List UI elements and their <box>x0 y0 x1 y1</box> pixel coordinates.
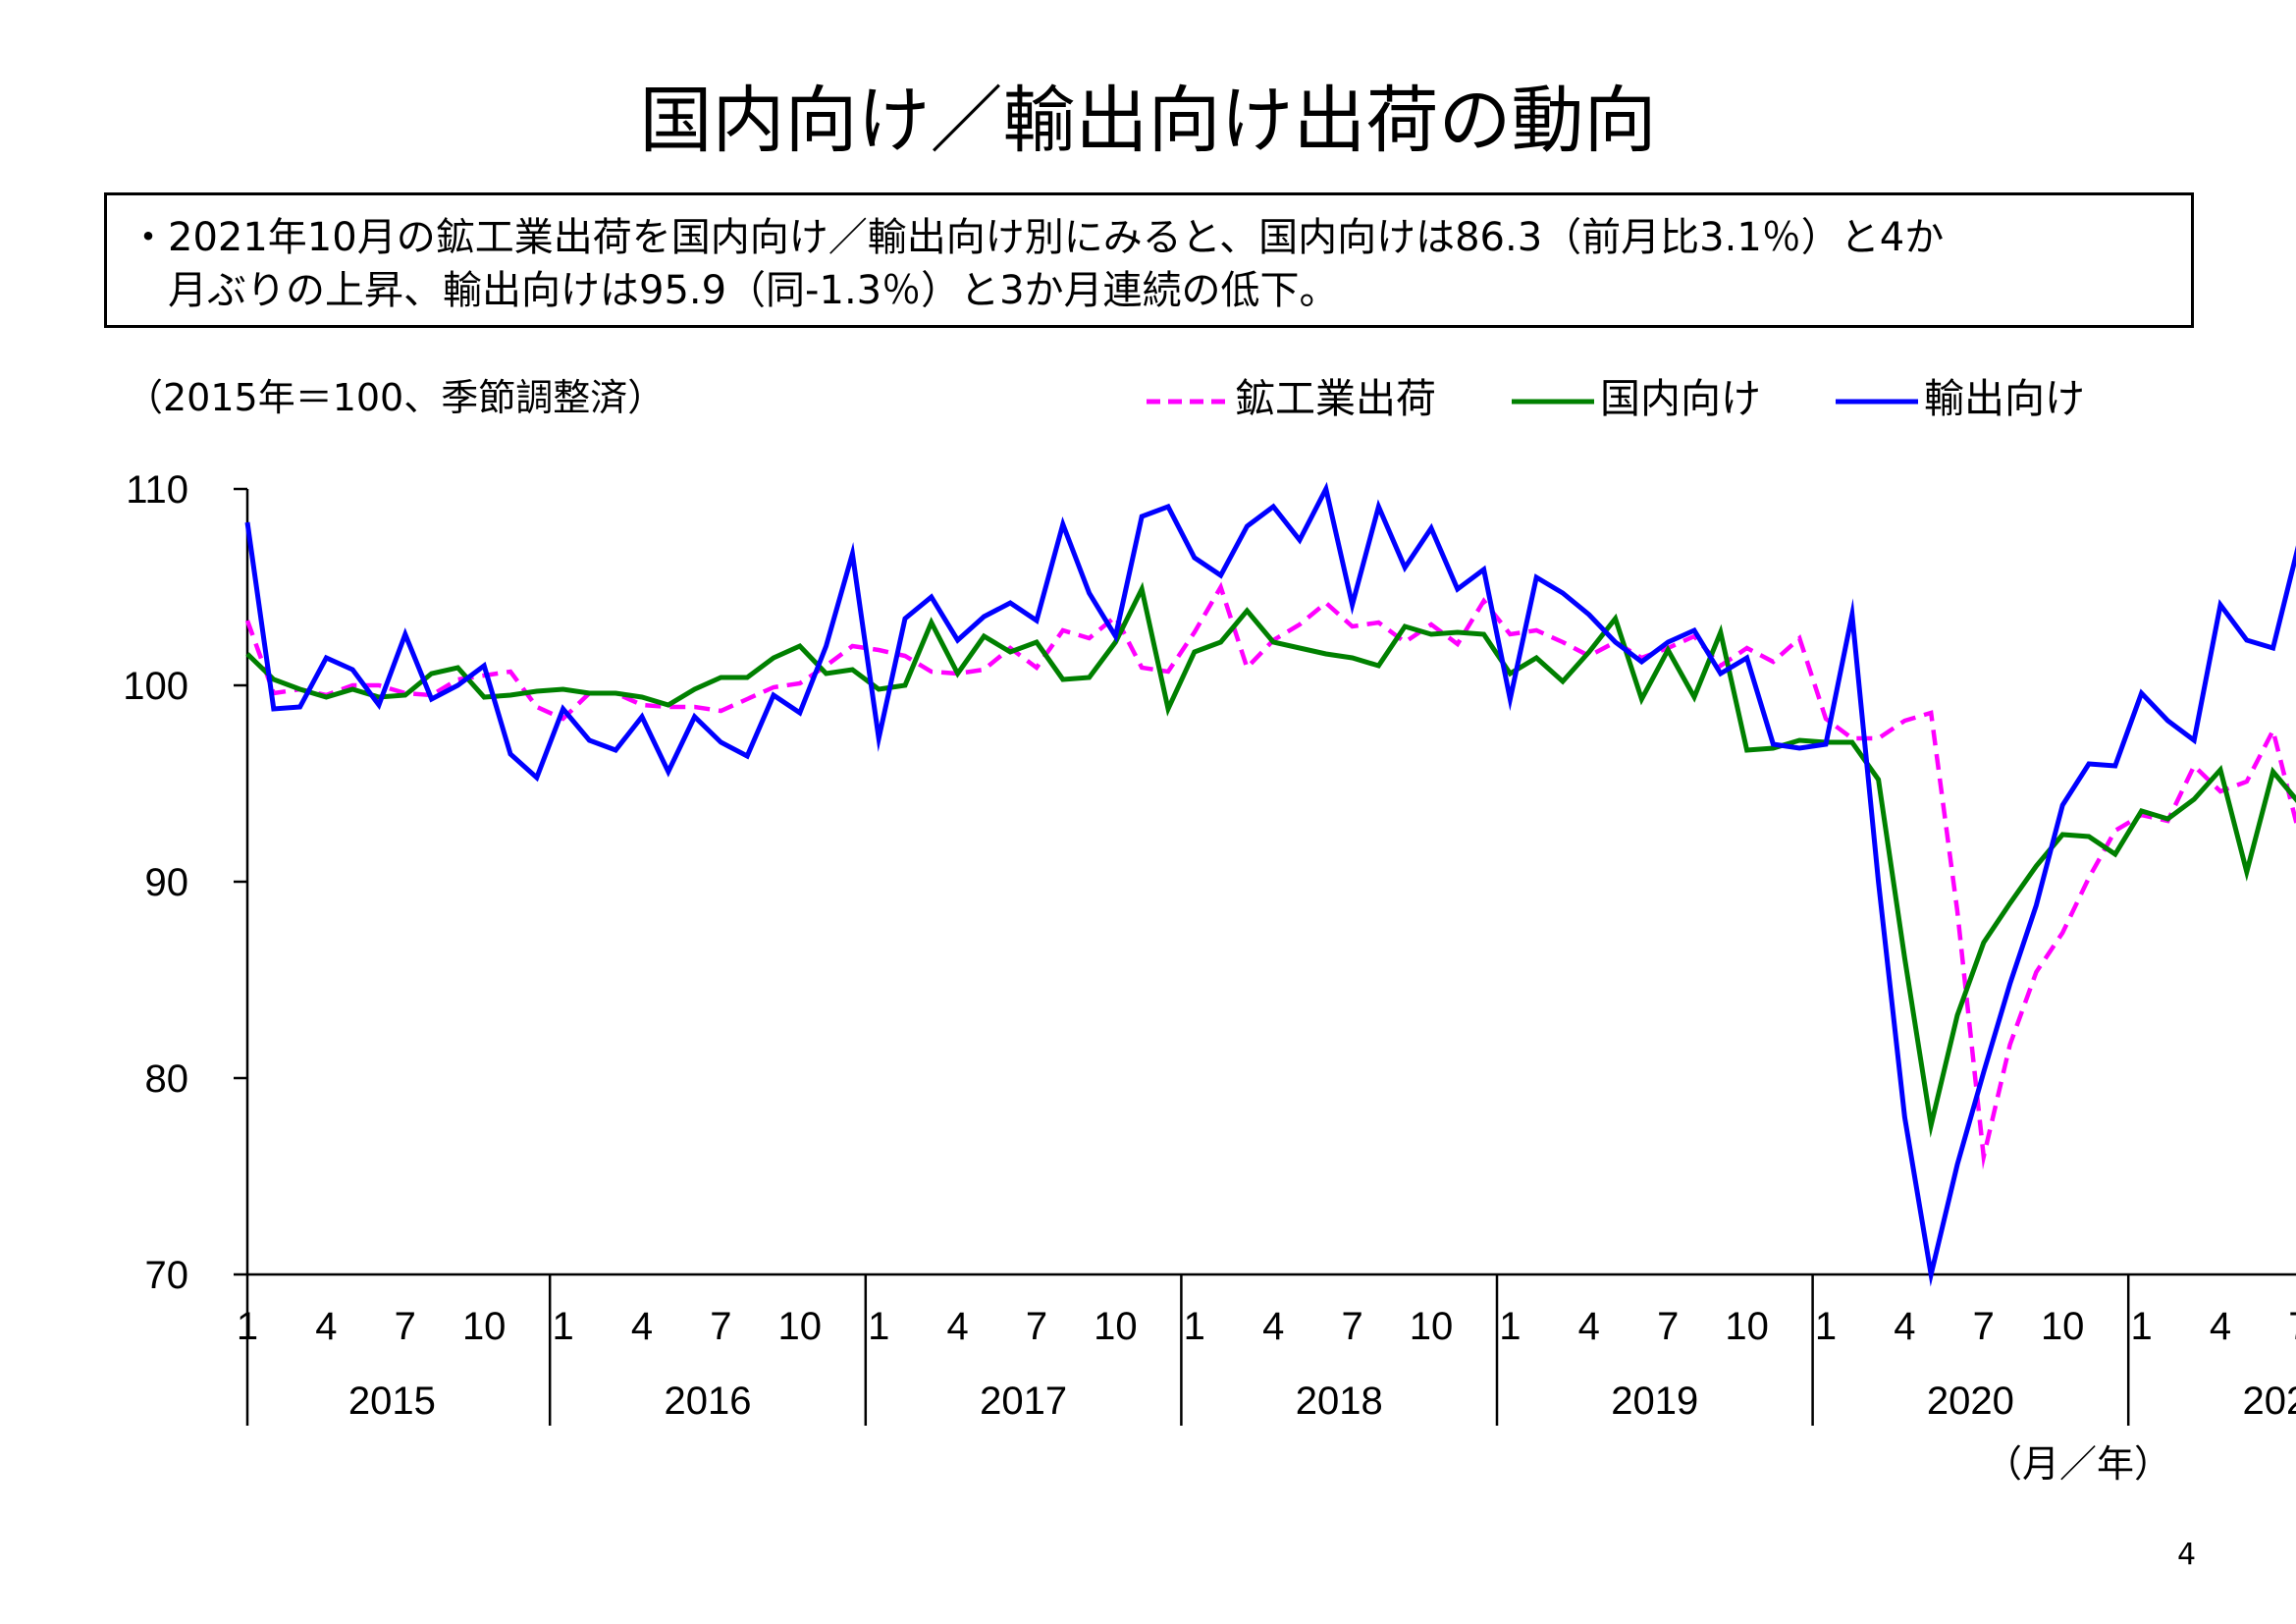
series-line-domestic <box>245 581 2296 1138</box>
year-label: 2015 <box>348 1380 436 1423</box>
month-tick-label: 7 <box>1973 1305 1995 1348</box>
month-tick-label: 7 <box>1341 1305 1362 1348</box>
month-tick-label: 7 <box>1657 1305 1679 1348</box>
month-tick-label: 1 <box>868 1305 889 1348</box>
y-tick-label: 80 <box>145 1057 189 1101</box>
year-label: 2017 <box>980 1380 1067 1423</box>
summary-line-2: 月ぶりの上昇、輸出向けは95.9（同-1.3％）と3か月連続の低下。 <box>168 268 1339 313</box>
series-line-total <box>244 581 2296 1170</box>
summary-box: ・2021年10月の鉱工業出荷を国内向け／輸出向け別にみると、国内向けは86.3… <box>104 192 2194 328</box>
year-label: 2020 <box>1927 1380 2014 1423</box>
y-tick-label: 90 <box>145 861 189 904</box>
legend-label-export: 輸出向け <box>1924 375 2085 422</box>
month-tick-label: 10 <box>1410 1305 1454 1348</box>
month-tick-label: 1 <box>1815 1305 1837 1348</box>
year-label: 2019 <box>1611 1380 1698 1423</box>
month-tick-label: 7 <box>1026 1305 1047 1348</box>
month-tick-label: 4 <box>1262 1305 1284 1348</box>
month-tick-label: 10 <box>778 1305 823 1348</box>
month-tick-label: 4 <box>631 1305 653 1348</box>
legend-swatch-domestic <box>1512 399 1594 405</box>
month-tick-label: 4 <box>1578 1305 1600 1348</box>
year-label: 2018 <box>1296 1380 1383 1423</box>
month-tick-label: 10 <box>462 1305 507 1348</box>
x-axis-unit: （月／年） <box>1985 1442 2172 1486</box>
month-tick-label: 1 <box>237 1305 258 1348</box>
year-label: 2021 <box>2243 1380 2296 1423</box>
month-tick-label: 1 <box>1184 1305 1205 1348</box>
month-tick-label: 10 <box>1725 1305 1769 1348</box>
y-tick-label: 110 <box>126 468 188 512</box>
month-tick-label: 10 <box>1094 1305 1138 1348</box>
month-tick-label: 1 <box>2130 1305 2152 1348</box>
legend-item-export: 輸出向け <box>1836 377 2085 420</box>
year-label: 2016 <box>665 1380 752 1423</box>
legend-swatch-total <box>1147 399 1229 405</box>
y-tick-label: 70 <box>145 1254 189 1297</box>
legend-label-domestic: 国内向け <box>1600 375 1761 422</box>
month-tick-label: 7 <box>710 1305 731 1348</box>
page-number: 4 <box>2177 1538 2197 1572</box>
month-tick-label: 1 <box>552 1305 573 1348</box>
page-title: 国内向け／輸出向け出荷の動向 <box>639 79 1657 163</box>
month-tick-label: 10 <box>2041 1305 2085 1348</box>
legend-item-total: 鉱工業出荷 <box>1147 377 1436 420</box>
series-line-export <box>244 481 2296 1287</box>
month-tick-label: 4 <box>2210 1305 2231 1348</box>
summary-line-1: ・2021年10月の鉱工業出荷を国内向け／輸出向け別にみると、国内向けは86.3… <box>129 215 1945 260</box>
month-tick-label: 4 <box>946 1305 968 1348</box>
month-tick-label: 7 <box>2288 1305 2296 1348</box>
legend-item-domestic: 国内向け <box>1512 377 1761 420</box>
month-tick-label: 1 <box>1499 1305 1521 1348</box>
month-tick-label: 4 <box>315 1305 337 1348</box>
y-tick-label: 100 <box>123 665 188 708</box>
month-tick-label: 4 <box>1894 1305 1915 1348</box>
unit-note: （2015年＝100、季節調整済） <box>126 376 666 419</box>
month-tick-label: 7 <box>395 1305 416 1348</box>
legend-label-total: 鉱工業出荷 <box>1235 375 1436 422</box>
legend-swatch-export <box>1836 399 1918 405</box>
